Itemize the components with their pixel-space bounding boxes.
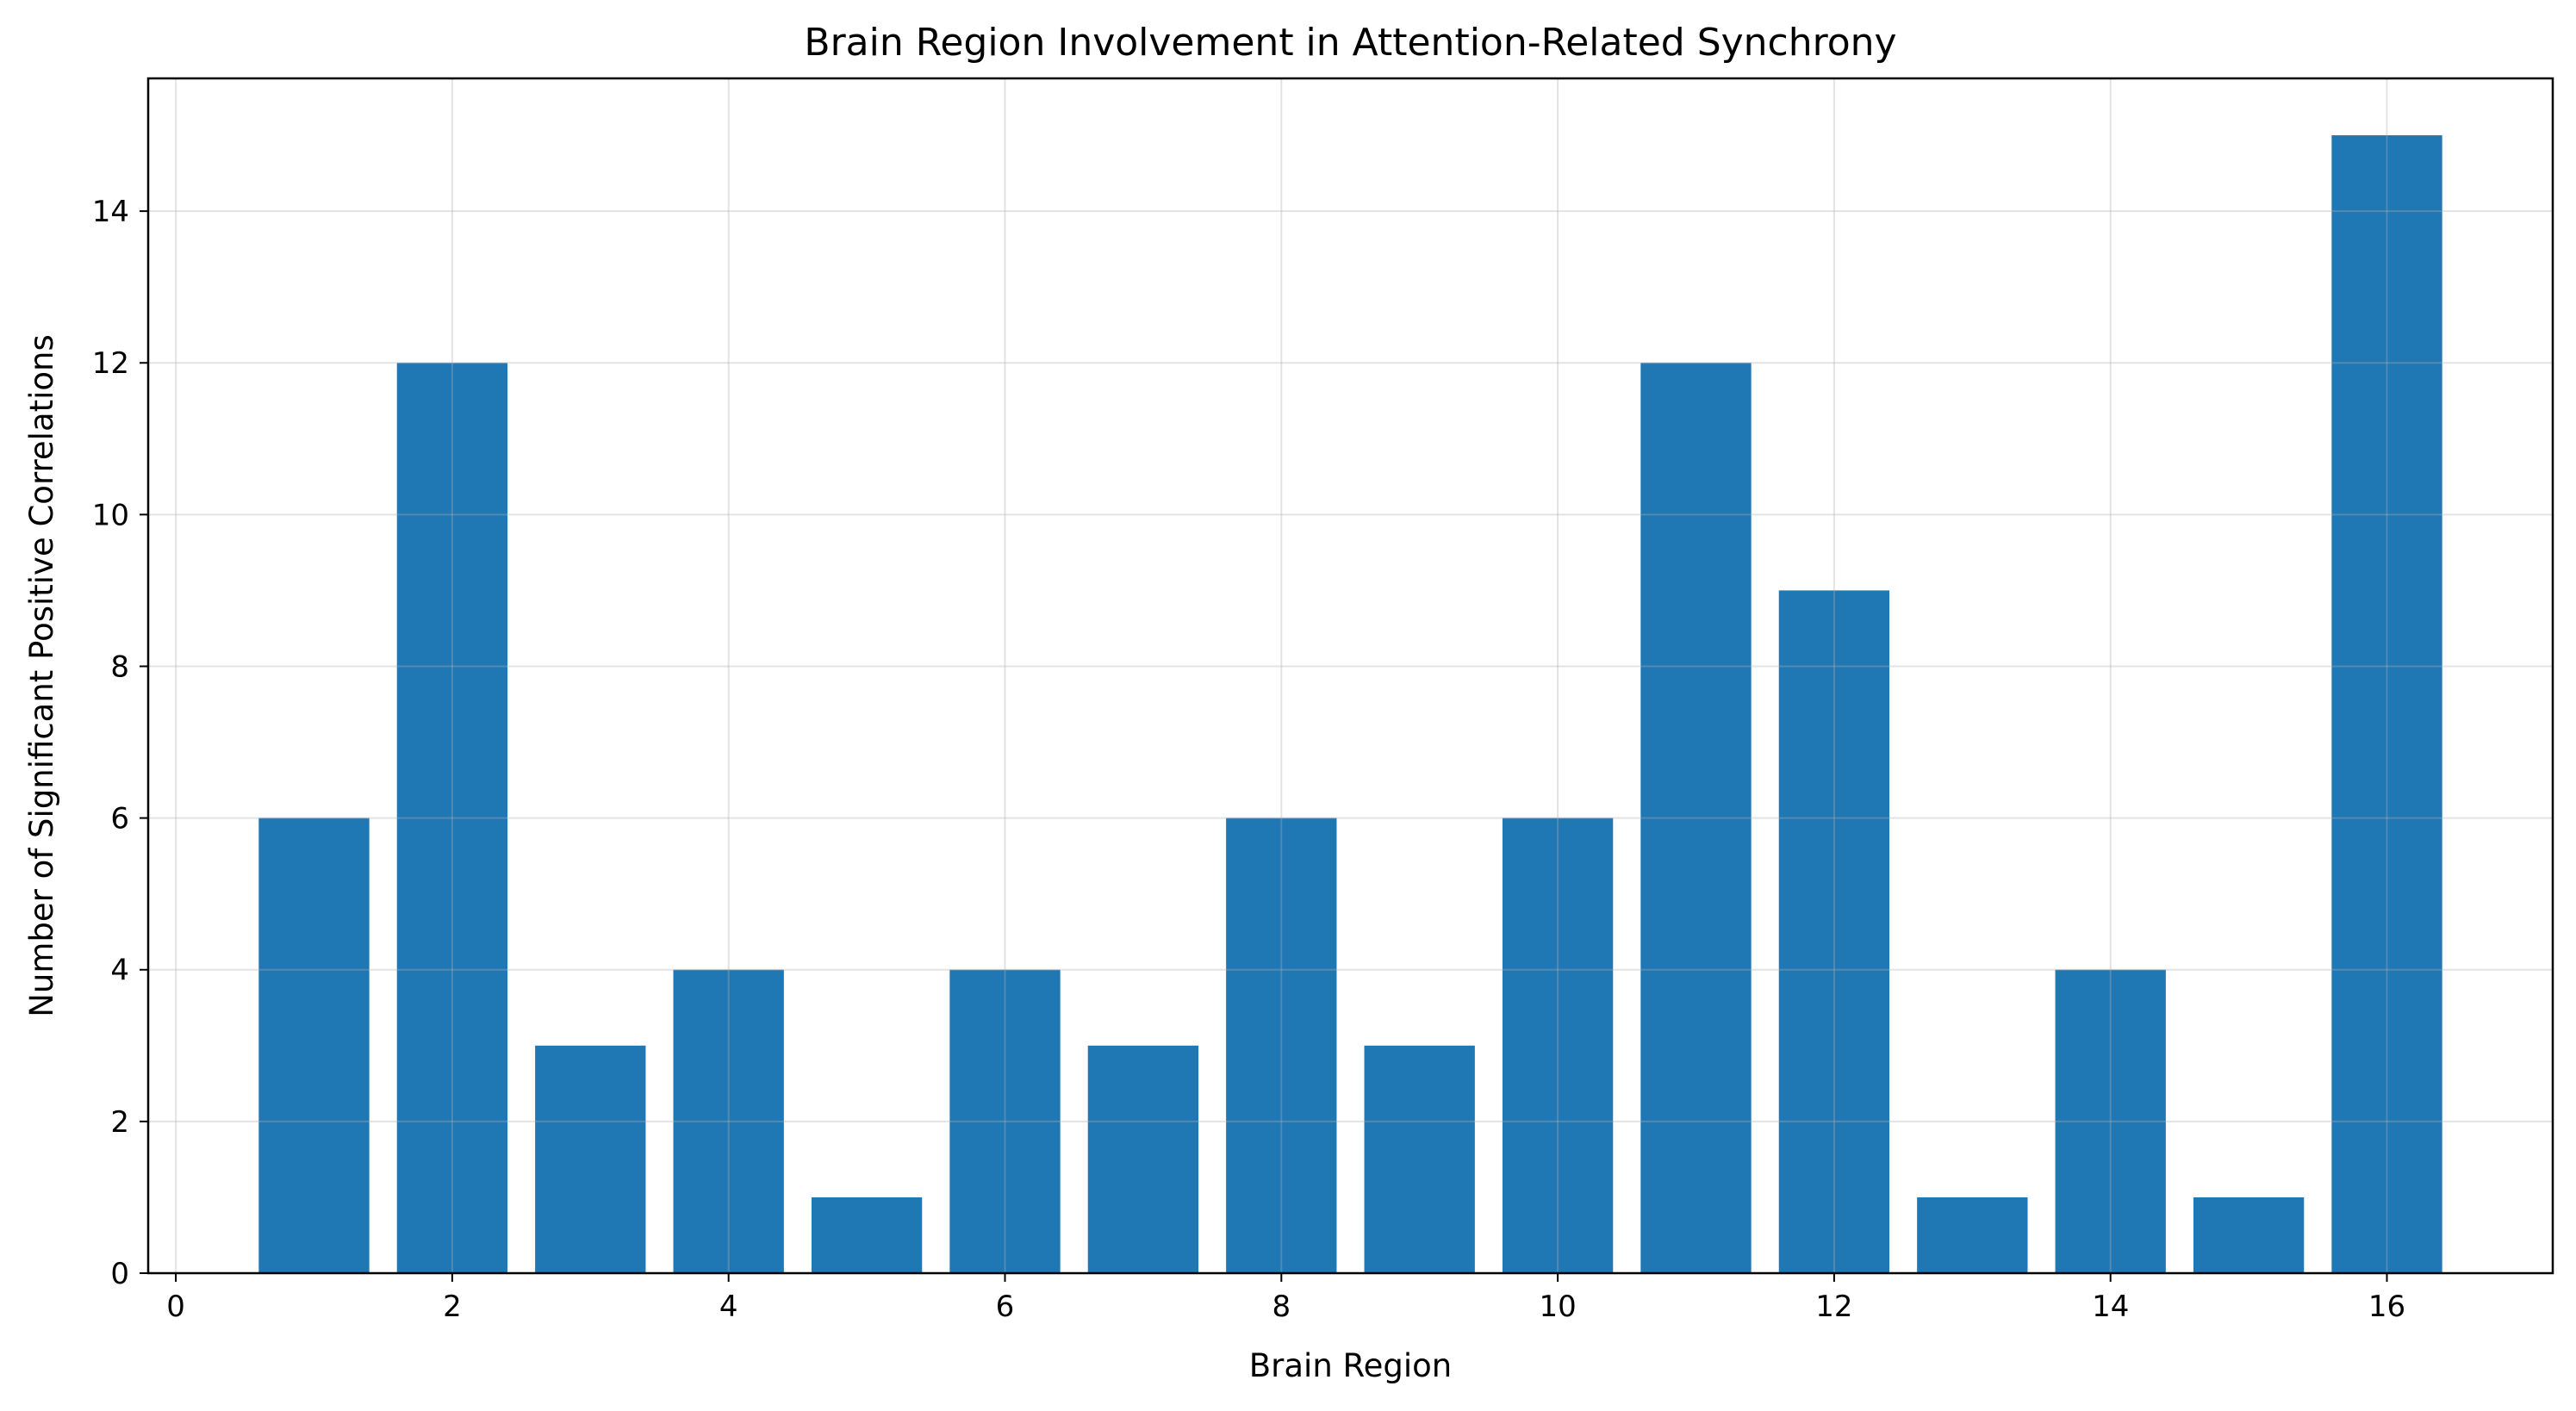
y-tick-label: 14 bbox=[92, 195, 129, 229]
ticks-layer: 0 2 4 6 8 10 12 14 16 0 2 4 6 8 10 12 14 bbox=[92, 195, 2405, 1324]
y-tick-label: 2 bbox=[110, 1105, 129, 1140]
x-tick-label: 2 bbox=[443, 1290, 462, 1324]
x-tick-label: 10 bbox=[1539, 1290, 1576, 1324]
bar-region-8 bbox=[1226, 817, 1337, 1273]
y-axis-label: Number of Significant Positive Correlati… bbox=[23, 334, 60, 1017]
y-tick-label: 4 bbox=[110, 954, 129, 988]
plot-frame bbox=[146, 77, 2554, 1275]
bar-region-7 bbox=[1087, 1045, 1199, 1273]
bar-region-15 bbox=[2193, 1197, 2305, 1273]
y-tick-label: 6 bbox=[110, 802, 129, 836]
x-tick-label: 0 bbox=[166, 1290, 185, 1324]
x-tick-label: 6 bbox=[996, 1290, 1015, 1324]
x-tick-label: 8 bbox=[1272, 1290, 1291, 1324]
chart-title: Brain Region Involvement in Attention-Re… bbox=[804, 21, 1896, 65]
x-tick-label: 12 bbox=[1815, 1290, 1852, 1324]
bar-region-1 bbox=[258, 817, 370, 1273]
bar-region-4 bbox=[673, 969, 784, 1273]
x-tick-label: 16 bbox=[2368, 1290, 2405, 1324]
bar-region-14 bbox=[2055, 969, 2166, 1273]
bars-layer bbox=[258, 135, 2442, 1274]
bar-region-12 bbox=[1778, 590, 1890, 1273]
bar-region-2 bbox=[396, 363, 508, 1274]
bar-region-11 bbox=[1640, 363, 1752, 1274]
bar-region-9 bbox=[1364, 1045, 1475, 1273]
bar-region-10 bbox=[1502, 817, 1614, 1273]
y-tick-label: 0 bbox=[110, 1257, 129, 1291]
y-tick-label: 8 bbox=[110, 650, 129, 684]
bar-region-3 bbox=[535, 1045, 646, 1273]
bar-region-5 bbox=[811, 1197, 923, 1273]
bar-region-6 bbox=[949, 969, 1061, 1273]
bar-region-13 bbox=[1917, 1197, 2028, 1273]
x-axis-label: Brain Region bbox=[1249, 1347, 1452, 1384]
x-tick-label: 4 bbox=[719, 1290, 738, 1324]
bar-region-16 bbox=[2331, 135, 2442, 1274]
y-tick-label: 10 bbox=[92, 498, 129, 532]
y-tick-label: 12 bbox=[92, 346, 129, 381]
x-tick-label: 14 bbox=[2092, 1290, 2129, 1324]
